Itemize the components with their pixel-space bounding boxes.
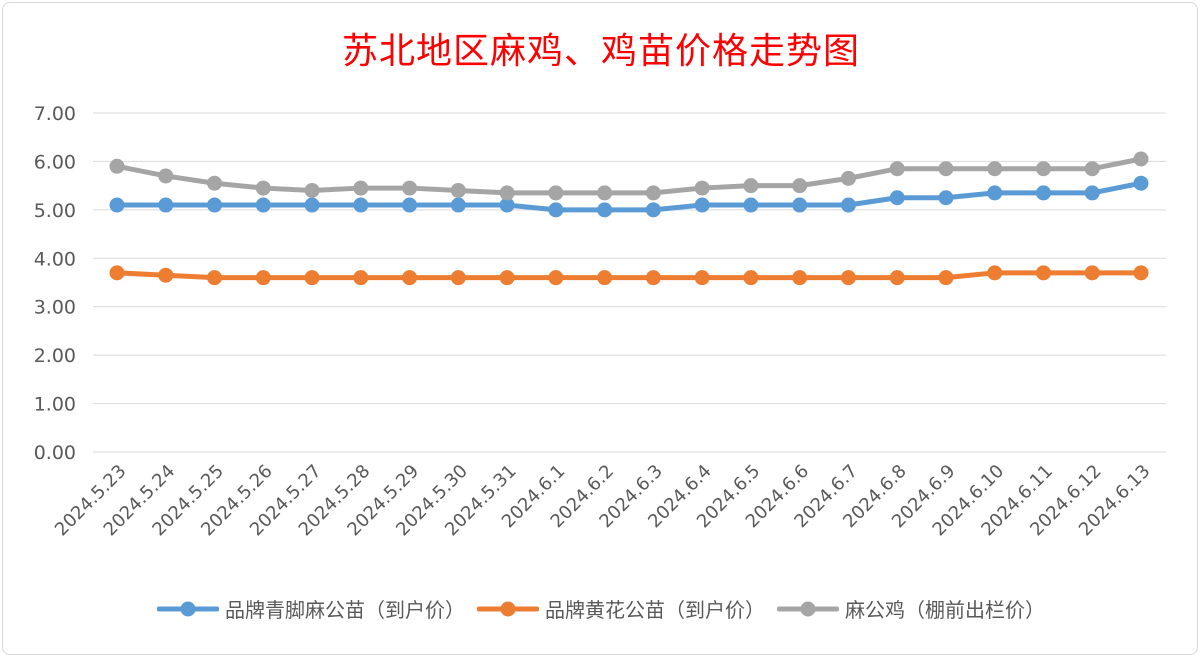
legend-label: 品牌黄花公苗（到户价）: [545, 598, 765, 622]
data-point: [645, 270, 661, 286]
data-point: [499, 197, 515, 213]
legend: 品牌青脚麻公苗（到户价） 品牌黄花公苗（到户价） 麻公鸡（棚前出栏价）: [0, 594, 1202, 623]
data-point: [353, 270, 369, 286]
data-point: [304, 270, 320, 286]
chart-title: 苏北地区麻鸡、鸡苗价格走势图: [341, 31, 860, 72]
legend-swatch-marker: [180, 601, 196, 616]
series-lines: [109, 151, 1149, 286]
data-point: [1133, 151, 1149, 167]
series-line: [114, 156, 1144, 196]
data-point: [1084, 265, 1100, 281]
data-point: [255, 270, 271, 286]
series-line: [114, 270, 1144, 281]
data-point: [840, 197, 856, 213]
data-point: [1035, 161, 1051, 177]
data-point: [158, 197, 174, 213]
legend-item: 麻公鸡（棚前出栏价）: [777, 594, 1045, 623]
data-point: [548, 202, 564, 218]
data-point: [548, 270, 564, 286]
data-point: [255, 197, 271, 213]
data-point: [694, 180, 710, 196]
data-point: [158, 168, 174, 184]
legend-swatch: [777, 601, 839, 616]
x-axis: 2024.5.232024.5.242024.5.252024.5.262024…: [51, 461, 1155, 541]
data-point: [987, 265, 1003, 281]
data-point: [207, 197, 223, 213]
data-point: [158, 267, 174, 283]
data-point: [304, 182, 320, 198]
legend-item: 品牌黄花公苗（到户价）: [477, 594, 765, 623]
legend-swatch: [157, 601, 219, 616]
y-tick-label: 0.00: [34, 442, 76, 464]
data-point: [792, 197, 808, 213]
data-point: [938, 161, 954, 177]
data-point: [1084, 185, 1100, 201]
data-point: [938, 190, 954, 206]
legend-swatch-marker: [500, 601, 516, 616]
data-point: [402, 197, 418, 213]
data-point: [109, 158, 125, 174]
data-point: [304, 197, 320, 213]
series-line: [114, 180, 1144, 213]
data-point: [889, 270, 905, 286]
y-tick-label: 5.00: [34, 200, 76, 222]
data-point: [402, 180, 418, 196]
data-point: [840, 170, 856, 186]
legend-swatch-marker: [800, 601, 816, 616]
data-point: [645, 202, 661, 218]
data-point: [1133, 265, 1149, 281]
data-point: [109, 265, 125, 281]
data-point: [1084, 161, 1100, 177]
data-point: [889, 161, 905, 177]
data-point: [840, 270, 856, 286]
y-tick-label: 1.00: [34, 394, 76, 416]
data-point: [597, 202, 613, 218]
y-tick-label: 3.00: [34, 297, 76, 319]
data-point: [255, 180, 271, 196]
data-point: [499, 270, 515, 286]
data-point: [1035, 185, 1051, 201]
data-point: [499, 185, 515, 201]
y-tick-label: 6.00: [34, 151, 76, 173]
data-point: [402, 270, 418, 286]
data-point: [987, 185, 1003, 201]
y-tick-label: 2.00: [34, 345, 76, 367]
data-point: [792, 178, 808, 194]
data-point: [207, 175, 223, 191]
data-point: [207, 270, 223, 286]
data-point: [353, 197, 369, 213]
data-point: [450, 182, 466, 198]
data-point: [743, 197, 759, 213]
legend-item: 品牌青脚麻公苗（到户价）: [157, 594, 465, 623]
y-tick-label: 4.00: [34, 248, 76, 270]
data-point: [353, 180, 369, 196]
data-point: [889, 190, 905, 206]
data-point: [1035, 265, 1051, 281]
y-tick-label: 7.00: [34, 103, 76, 125]
data-point: [694, 270, 710, 286]
data-point: [1133, 175, 1149, 191]
data-point: [743, 178, 759, 194]
data-point: [694, 197, 710, 213]
data-point: [743, 270, 759, 286]
data-point: [792, 270, 808, 286]
legend-label: 麻公鸡（棚前出栏价）: [845, 598, 1045, 622]
data-point: [450, 270, 466, 286]
data-point: [548, 185, 564, 201]
data-point: [645, 185, 661, 201]
data-point: [109, 197, 125, 213]
legend-swatch: [477, 601, 539, 616]
data-point: [597, 185, 613, 201]
gridlines: [93, 112, 1166, 453]
data-point: [597, 270, 613, 286]
data-point: [987, 161, 1003, 177]
legend-label: 品牌青脚麻公苗（到户价）: [225, 598, 465, 622]
data-point: [938, 270, 954, 286]
data-point: [450, 197, 466, 213]
y-axis: 0.00 1.00 2.00 3.00 4.00 5.00 6.00 7.00: [34, 103, 76, 464]
